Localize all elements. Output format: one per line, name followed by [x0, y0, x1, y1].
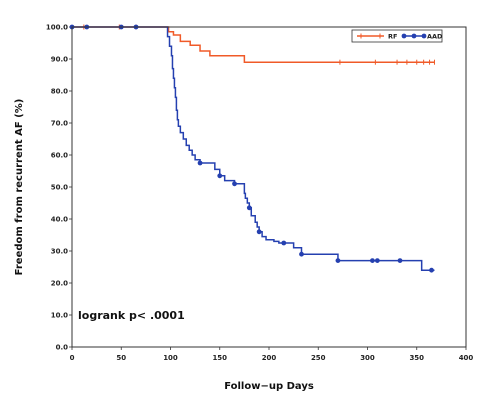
legend-aad-marker — [421, 33, 427, 39]
legend-rf-label: RF — [388, 33, 397, 41]
censor-mark-aad — [246, 205, 252, 211]
x-tick-label: 50 — [116, 354, 126, 362]
y-tick-label: 30.0 — [51, 248, 68, 256]
legend: RF AAD — [351, 29, 443, 43]
x-tick-label: 200 — [262, 354, 277, 362]
censor-mark-aad — [370, 258, 375, 263]
tick-marks — [69, 26, 467, 350]
legend-aad-marker — [401, 33, 407, 39]
censor-mark-aad — [232, 181, 237, 187]
censor-mark-aad — [299, 251, 304, 257]
y-tick-label: 70.0 — [51, 120, 68, 128]
legend-aad-label: AAD — [427, 33, 443, 41]
series-line-rf — [72, 26, 435, 63]
plot-frame — [71, 26, 467, 348]
censor-mark-aad — [335, 258, 341, 263]
y-tick-label: 60.0 — [51, 152, 68, 160]
y-tick-label: 10.0 — [51, 312, 68, 320]
x-tick-labels: 0 50 100 150 200 250 300 350 400 — [70, 354, 474, 362]
legend-entry-rf: RF — [357, 33, 397, 41]
legend-entry-aad: AAD — [401, 33, 443, 41]
legend-box — [351, 29, 443, 43]
legend-aad-marker — [411, 33, 417, 39]
y-tick-label: 50.0 — [51, 184, 68, 192]
censor-mark-aad — [374, 258, 380, 263]
y-axis-label: Freedom from recurrent AF (%) — [14, 99, 25, 276]
series-layer — [69, 24, 435, 273]
x-tick-label: 350 — [409, 354, 424, 362]
y-tick-label: 90.0 — [51, 56, 68, 64]
x-tick-label: 0 — [70, 354, 75, 362]
censor-mark-aad — [397, 258, 403, 263]
censor-mark-aad — [429, 267, 434, 273]
censor-mark-aad — [281, 240, 287, 246]
censor-mark-aad — [256, 229, 262, 235]
logrank-annotation: logrank p< .0001 — [78, 309, 185, 322]
y-tick-labels: 0.0 10.0 20.0 30.0 40.0 50.0 60.0 70.0 80.0 90.0 1… — [46, 24, 68, 352]
x-tick-label: 250 — [311, 354, 326, 362]
x-tick-label: 300 — [360, 354, 375, 362]
censor-mark-aad — [217, 173, 223, 179]
y-tick-label: 0.0 — [56, 344, 69, 352]
y-tick-label: 40.0 — [51, 216, 68, 224]
x-axis-label: Follow−up Days — [224, 381, 314, 392]
x-tick-label: 150 — [212, 354, 227, 362]
y-tick-label: 20.0 — [51, 280, 68, 288]
series-line-aad — [72, 26, 435, 271]
x-tick-label: 100 — [163, 354, 178, 362]
y-tick-label: 80.0 — [51, 88, 68, 96]
x-tick-label: 400 — [459, 354, 474, 362]
y-tick-label: 100.0 — [46, 24, 68, 32]
censor-mark-aad — [197, 160, 203, 166]
